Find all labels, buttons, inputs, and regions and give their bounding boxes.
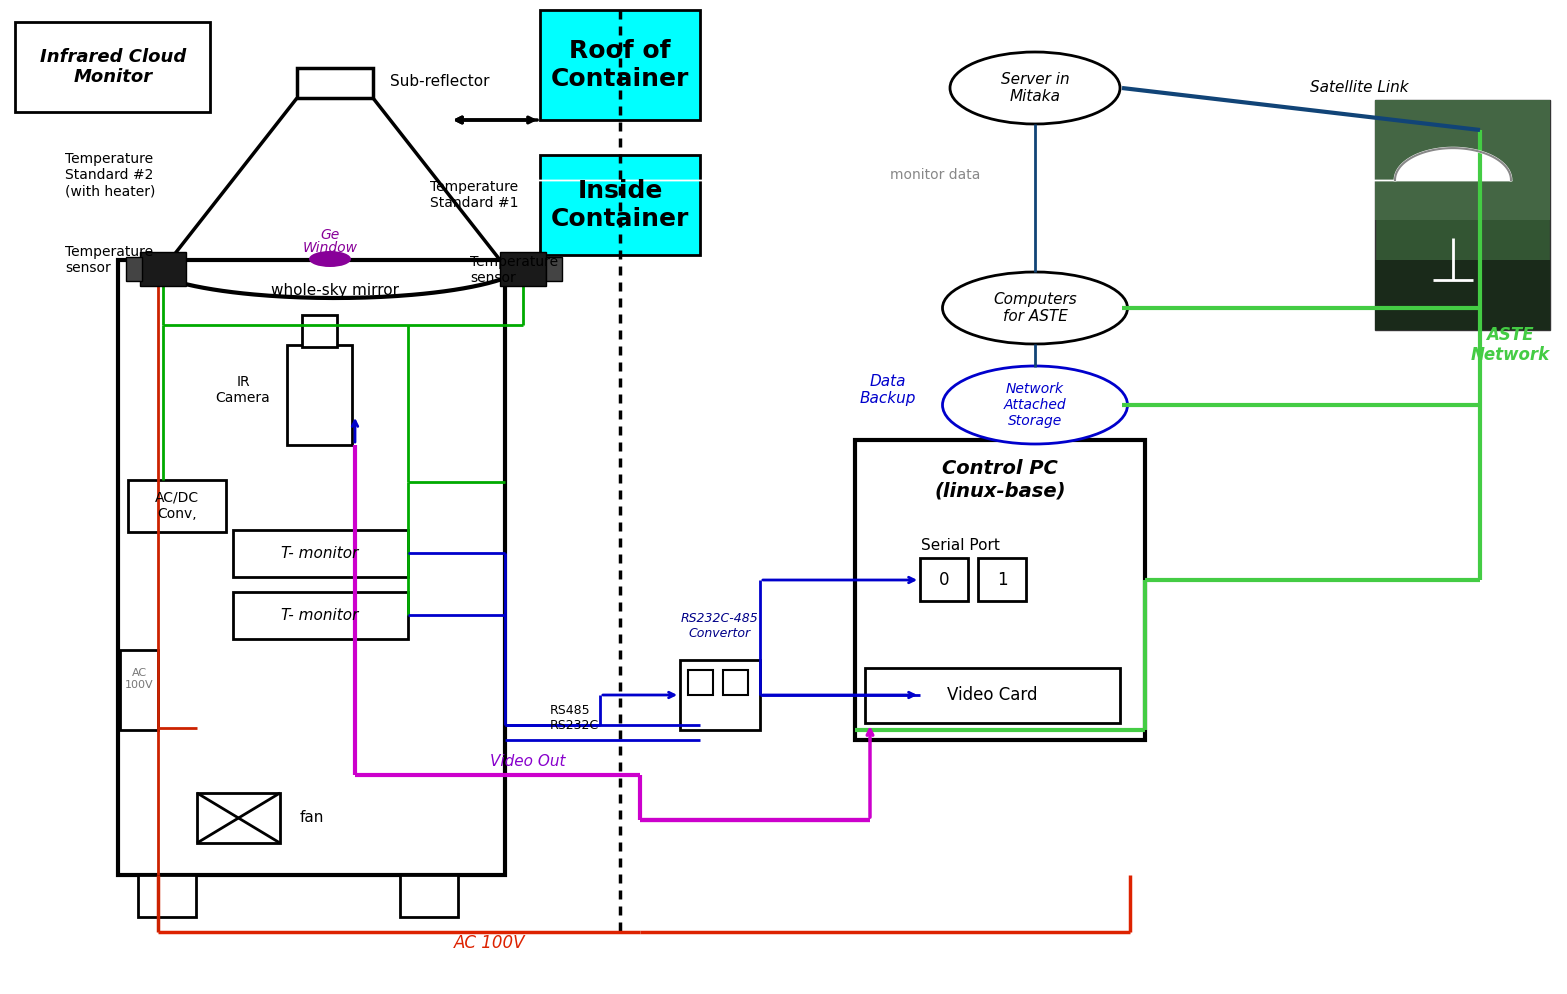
Bar [1374, 100, 1550, 330]
Text: Satellite Link: Satellite Link [1310, 81, 1409, 95]
Text: Sub-reflector: Sub-reflector [390, 75, 489, 89]
Text: Data
Backup: Data Backup [860, 374, 917, 407]
Text: Control PC
(linux-base): Control PC (linux-base) [934, 459, 1066, 501]
Text: Temperature
Standard #1: Temperature Standard #1 [429, 180, 519, 210]
Text: RS232C-485
Convertor: RS232C-485 Convertor [682, 612, 758, 640]
Bar [541, 155, 700, 255]
Bar [865, 668, 1120, 723]
Text: Infrared Cloud
Monitor: Infrared Cloud Monitor [39, 48, 186, 86]
Bar [125, 257, 143, 281]
Ellipse shape [942, 366, 1128, 444]
Text: Inside
Container: Inside Container [552, 179, 689, 231]
Bar [722, 670, 747, 695]
Bar [233, 530, 407, 577]
Bar [287, 345, 353, 445]
Bar [121, 650, 158, 730]
Text: 0: 0 [939, 571, 950, 589]
Ellipse shape [950, 52, 1120, 124]
Text: 1: 1 [997, 571, 1008, 589]
Text: Network
Attached
Storage: Network Attached Storage [1004, 382, 1066, 428]
Bar [1374, 100, 1550, 220]
Ellipse shape [309, 251, 351, 267]
Text: IR
Camera: IR Camera [216, 375, 271, 406]
Text: T- monitor: T- monitor [282, 546, 359, 561]
Bar [1374, 260, 1550, 330]
Bar [500, 252, 545, 286]
Bar [680, 660, 760, 730]
Text: AC
100V: AC 100V [125, 668, 154, 690]
Bar [16, 22, 210, 112]
Bar [298, 68, 373, 98]
Text: Computers
for ASTE: Computers for ASTE [993, 292, 1077, 324]
Text: Ge: Ge [320, 228, 340, 242]
Bar [128, 480, 226, 532]
Text: AC/DC
Conv,: AC/DC Conv, [155, 491, 199, 521]
Bar [197, 793, 280, 843]
Text: Temperature
sensor: Temperature sensor [64, 245, 154, 275]
Text: Temperature
sensor: Temperature sensor [470, 254, 558, 285]
Bar [978, 558, 1026, 601]
Bar [233, 592, 407, 639]
Text: T- monitor: T- monitor [282, 607, 359, 622]
Text: Temperature
Standard #2
(with heater): Temperature Standard #2 (with heater) [64, 152, 155, 198]
Polygon shape [1395, 148, 1511, 180]
Bar [118, 260, 505, 875]
Text: AC 100V: AC 100V [454, 934, 527, 952]
Text: RS232C: RS232C [550, 719, 599, 732]
Text: ASTE
Network: ASTE Network [1470, 326, 1550, 365]
Bar [400, 875, 458, 917]
Text: whole-sky mirror: whole-sky mirror [271, 282, 400, 297]
Bar [545, 257, 563, 281]
Bar [541, 10, 700, 120]
Bar [302, 315, 337, 347]
Text: fan: fan [299, 810, 324, 825]
Text: Window: Window [302, 241, 357, 255]
Ellipse shape [942, 272, 1128, 344]
Text: Video Card: Video Card [946, 686, 1037, 704]
Text: Video Out: Video Out [490, 754, 566, 769]
Text: RS485: RS485 [550, 704, 591, 717]
Text: Serial Port: Serial Port [920, 538, 1000, 553]
Bar [920, 558, 968, 601]
Text: Roof of
Container: Roof of Container [552, 39, 689, 90]
Bar [856, 440, 1145, 740]
Bar [138, 875, 196, 917]
Text: Server in
Mitaka: Server in Mitaka [1001, 72, 1069, 104]
Bar [688, 670, 713, 695]
Bar [139, 252, 186, 286]
Text: monitor data: monitor data [890, 168, 981, 182]
